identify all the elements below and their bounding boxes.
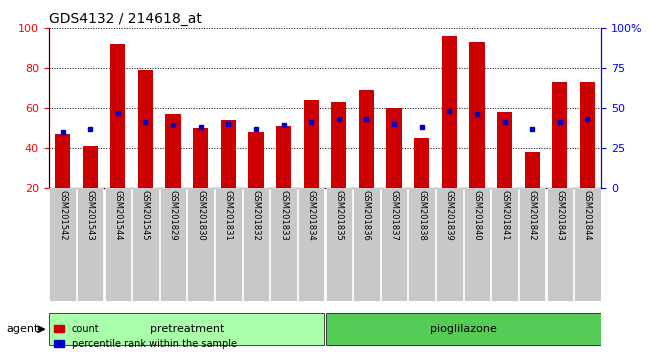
Bar — [414, 138, 429, 188]
Bar — [221, 120, 236, 188]
Text: GSM201544: GSM201544 — [113, 190, 122, 240]
FancyBboxPatch shape — [574, 188, 601, 301]
Text: GSM201545: GSM201545 — [141, 190, 150, 240]
Bar — [248, 132, 263, 188]
Bar — [525, 152, 540, 188]
Text: GSM201832: GSM201832 — [252, 190, 261, 241]
Bar — [580, 82, 595, 188]
FancyBboxPatch shape — [160, 188, 187, 301]
FancyBboxPatch shape — [105, 188, 131, 301]
FancyBboxPatch shape — [270, 188, 297, 301]
Bar — [359, 90, 374, 188]
FancyBboxPatch shape — [326, 313, 601, 345]
Text: GSM201838: GSM201838 — [417, 190, 426, 241]
Text: pioglilazone: pioglilazone — [430, 324, 497, 334]
Text: agent: agent — [6, 324, 39, 334]
Text: GSM201834: GSM201834 — [307, 190, 316, 241]
FancyBboxPatch shape — [491, 188, 518, 301]
FancyBboxPatch shape — [242, 188, 269, 301]
Text: GSM201543: GSM201543 — [86, 190, 95, 240]
Text: GSM201842: GSM201842 — [528, 190, 537, 240]
Bar — [83, 146, 98, 188]
FancyBboxPatch shape — [215, 188, 242, 301]
FancyBboxPatch shape — [132, 188, 159, 301]
Bar — [552, 82, 567, 188]
Bar — [166, 114, 181, 188]
Text: GSM201841: GSM201841 — [500, 190, 509, 240]
Bar — [193, 128, 208, 188]
Text: GSM201835: GSM201835 — [334, 190, 343, 241]
FancyBboxPatch shape — [326, 188, 352, 301]
Text: GSM201829: GSM201829 — [168, 190, 177, 240]
FancyBboxPatch shape — [408, 188, 435, 301]
FancyBboxPatch shape — [463, 188, 490, 301]
Bar — [304, 100, 318, 188]
Bar — [111, 44, 125, 188]
Bar — [469, 42, 484, 188]
FancyBboxPatch shape — [49, 188, 76, 301]
Bar — [497, 112, 512, 188]
Bar — [387, 108, 402, 188]
FancyBboxPatch shape — [353, 188, 380, 301]
Text: GSM201831: GSM201831 — [224, 190, 233, 241]
FancyBboxPatch shape — [547, 188, 573, 301]
FancyBboxPatch shape — [298, 188, 324, 301]
Text: GDS4132 / 214618_at: GDS4132 / 214618_at — [49, 12, 202, 26]
Text: pretreatment: pretreatment — [150, 324, 224, 334]
Text: GSM201836: GSM201836 — [362, 190, 371, 241]
Legend: count, percentile rank within the sample: count, percentile rank within the sample — [50, 320, 240, 353]
Bar — [276, 126, 291, 188]
FancyBboxPatch shape — [77, 188, 103, 301]
FancyBboxPatch shape — [436, 188, 463, 301]
Text: GSM201837: GSM201837 — [389, 190, 398, 241]
Text: GSM201833: GSM201833 — [279, 190, 288, 241]
Bar — [442, 36, 457, 188]
Text: GSM201542: GSM201542 — [58, 190, 67, 240]
Text: GSM201844: GSM201844 — [583, 190, 592, 240]
Text: GSM201843: GSM201843 — [555, 190, 564, 241]
FancyBboxPatch shape — [381, 188, 408, 301]
Text: GSM201840: GSM201840 — [473, 190, 482, 240]
Text: GSM201830: GSM201830 — [196, 190, 205, 241]
FancyBboxPatch shape — [519, 188, 545, 301]
Bar — [332, 102, 346, 188]
FancyBboxPatch shape — [187, 188, 214, 301]
Bar — [55, 134, 70, 188]
Text: GSM201839: GSM201839 — [445, 190, 454, 241]
FancyBboxPatch shape — [49, 313, 324, 345]
Bar — [138, 70, 153, 188]
